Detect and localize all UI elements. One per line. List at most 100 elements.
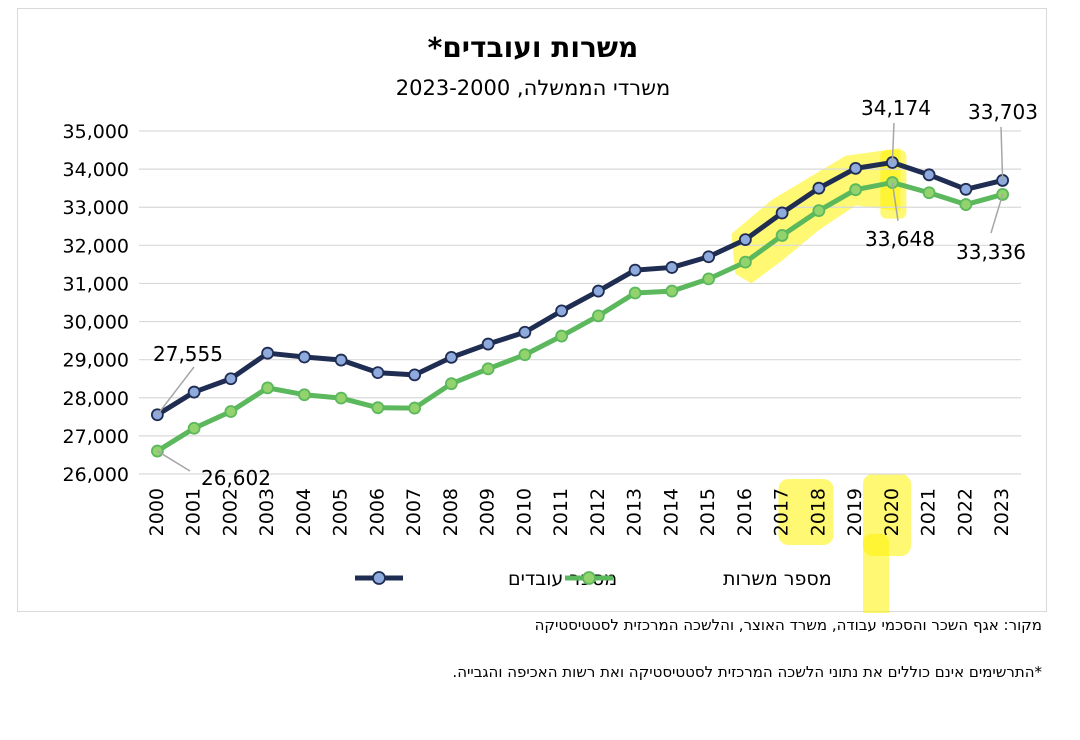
annotation-leader: [156, 450, 191, 472]
annotation-leader: [891, 122, 895, 163]
data-point: [702, 272, 716, 286]
y-tick-label: 32,000: [63, 235, 129, 257]
data-point: [922, 168, 936, 182]
data-label: 33,703: [968, 100, 1038, 124]
x-tick-label: 2023: [991, 488, 1013, 536]
y-tick-label: 26,000: [63, 464, 129, 486]
x-tick-label: 2012: [587, 488, 609, 536]
data-label: 33,648: [865, 227, 935, 251]
x-tick-label: 2008: [440, 488, 462, 536]
data-point: [187, 421, 201, 435]
data-point: [849, 161, 863, 175]
data-point: [481, 362, 495, 376]
y-tick-label: 34,000: [63, 159, 129, 181]
data-point: [555, 304, 569, 318]
y-tick-label: 35,000: [63, 121, 129, 143]
x-tick-label: 2019: [844, 488, 866, 536]
y-tick-label: 27,000: [63, 426, 129, 448]
data-point: [812, 181, 826, 195]
data-point: [591, 284, 605, 298]
data-point: [297, 388, 311, 402]
annotation-leader: [990, 194, 1004, 234]
legend-label: מספר משרות: [723, 568, 832, 590]
data-point: [297, 350, 311, 364]
y-tick-label: 33,000: [63, 197, 129, 219]
x-tick-label: 2022: [954, 488, 976, 536]
data-label: 33,336: [956, 240, 1026, 264]
y-tick-label: 29,000: [63, 350, 129, 372]
legend-marker: [372, 571, 386, 585]
data-point: [408, 401, 422, 415]
data-point: [665, 284, 679, 298]
x-tick-label: 2014: [660, 488, 682, 536]
chart-subtitle: משרדי הממשלה, 2023-2000: [396, 76, 670, 100]
data-point: [481, 337, 495, 351]
x-tick-label: 2006: [366, 488, 388, 536]
data-point: [518, 325, 532, 339]
x-tick-label: 2009: [477, 488, 499, 536]
data-point: [665, 261, 679, 274]
data-point: [261, 381, 275, 395]
x-tick-label: 2002: [219, 488, 241, 536]
x-tick-label: 2017: [771, 488, 793, 536]
data-point: [408, 368, 422, 382]
data-label: 34,174: [861, 96, 931, 120]
data-point: [922, 186, 936, 200]
data-point: [334, 391, 348, 405]
source-note: מקור: אגף השכר והסכמי עבודה, משרד האוצר,…: [534, 616, 1042, 634]
data-point: [224, 372, 238, 386]
chart-title: משרות ועובדים*: [428, 31, 639, 64]
y-tick-label: 31,000: [63, 273, 129, 295]
x-tick-label: 2016: [734, 488, 756, 536]
data-point: [334, 353, 348, 367]
x-tick-label: 2011: [550, 488, 572, 536]
data-point: [591, 309, 605, 323]
data-label: 27,555: [153, 342, 223, 366]
x-tick-label: 2007: [403, 488, 425, 536]
data-point: [555, 329, 569, 343]
x-tick-label: 2015: [697, 488, 719, 536]
data-label: 26,602: [201, 466, 271, 490]
series-line: [156, 180, 1004, 454]
x-tick-label: 2005: [330, 488, 352, 536]
x-tick-label: 2000: [146, 488, 168, 536]
data-point: [628, 263, 642, 277]
data-point: [371, 401, 385, 415]
x-tick-label: 2018: [807, 488, 829, 536]
data-point: [628, 286, 642, 300]
data-point: [738, 233, 752, 247]
footnote: *התרשימים אינם כוללים את נתוני הלשכה המר…: [452, 663, 1042, 681]
data-point: [702, 250, 716, 264]
y-tick-label: 30,000: [63, 312, 129, 334]
data-point: [738, 255, 752, 269]
data-point: [775, 229, 789, 242]
data-point: [959, 198, 973, 211]
x-tick-label: 2010: [513, 488, 535, 536]
x-tick-label: 2004: [293, 488, 315, 536]
highlight-mark: [778, 479, 834, 545]
data-point: [518, 348, 532, 362]
highlight-mark: [862, 534, 889, 613]
data-point: [261, 346, 275, 360]
x-tick-label: 2020: [881, 488, 903, 536]
x-tick-label: 2013: [624, 488, 646, 536]
data-point: [812, 204, 826, 218]
y-tick-label: 28,000: [63, 388, 129, 410]
x-tick-label: 2021: [918, 488, 940, 536]
data-point: [444, 350, 458, 364]
data-point: [775, 206, 789, 220]
x-tick-label: 2001: [183, 488, 205, 536]
legend-marker: [582, 571, 596, 585]
annotation-leader: [1000, 126, 1004, 181]
annotation-leader: [891, 182, 899, 222]
x-tick-label: 2003: [256, 488, 278, 536]
data-point: [187, 385, 201, 399]
data-point: [371, 366, 385, 380]
line-chart: משרות ועובדים* משרדי הממשלה, 2023-2000 2…: [63, 31, 1038, 613]
data-point: [444, 377, 458, 391]
data-point: [224, 405, 238, 418]
annotation-leader: [156, 366, 195, 416]
chart-frame: משרות ועובדים* משרדי הממשלה, 2023-2000 2…: [17, 8, 1047, 613]
data-point: [849, 183, 863, 197]
data-point: [959, 182, 973, 196]
